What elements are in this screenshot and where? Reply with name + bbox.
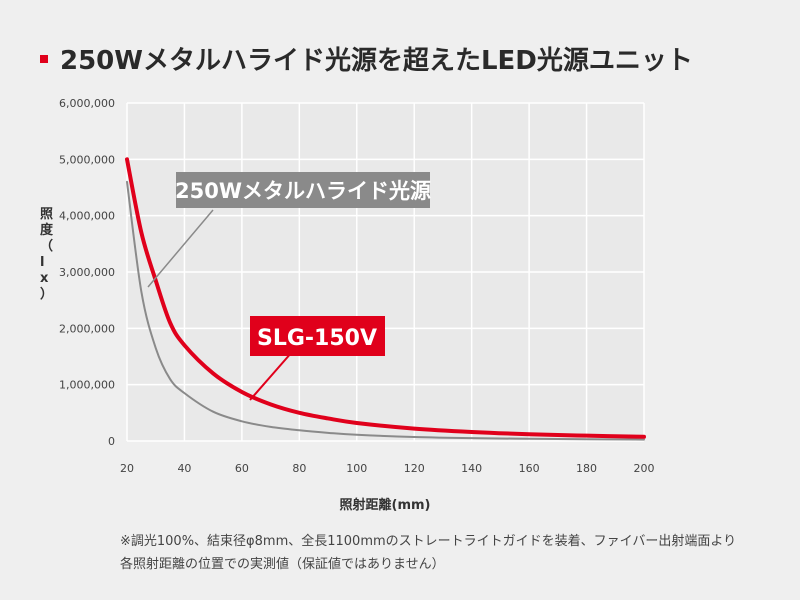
y-tick-labels: 0 1,000,000 2,000,000 3,000,000 4,000,000 5,0… bbox=[59, 97, 115, 448]
x-tick-label: 160 bbox=[519, 462, 540, 475]
y-axis-label-char: ） bbox=[40, 286, 53, 302]
leader-line-metal-halide bbox=[147, 209, 214, 288]
series-line-slg150v bbox=[125, 157, 646, 439]
series-labels: 250Wメタルハライド光源 SLG-150V bbox=[147, 172, 431, 401]
x-axis-label: 照射距離(mm) bbox=[340, 497, 431, 513]
x-tick-label: 180 bbox=[576, 462, 597, 475]
x-tick-label: 60 bbox=[235, 462, 249, 475]
x-tick-label: 80 bbox=[292, 462, 306, 475]
x-tick-label: 200 bbox=[634, 462, 655, 475]
y-tick-label: 1,000,000 bbox=[59, 379, 115, 392]
y-axis-label-char: l bbox=[40, 255, 44, 270]
x-tick-labels: 20 40 60 80 100 120 140 160 180 200 bbox=[120, 462, 655, 475]
leader-line-slg150v bbox=[249, 351, 293, 401]
y-axis-label-char: 度 bbox=[40, 222, 54, 238]
title-bullet bbox=[40, 54, 48, 63]
y-tick-label: 5,000,000 bbox=[59, 153, 115, 166]
series-line-metal-halide bbox=[126, 180, 645, 441]
chart-title: 250Wメタルハライド光源を超えたLED光源ユニット bbox=[40, 40, 693, 77]
y-axis-label-char: x bbox=[40, 271, 49, 286]
y-tick-label: 4,000,000 bbox=[59, 210, 115, 223]
series-lines bbox=[125, 157, 646, 441]
label-box-slg150v bbox=[250, 316, 385, 356]
label-metal-halide: 250Wメタルハライド光源 bbox=[175, 179, 431, 203]
x-tick-label: 40 bbox=[177, 462, 191, 475]
y-axis-label-char: 照 bbox=[40, 207, 53, 222]
footnote-line-2: 各照射距離の位置での実測値（保証値ではありません） bbox=[120, 557, 445, 572]
y-axis-label: 照度（ l x） bbox=[40, 207, 54, 302]
y-tick-label: 6,000,000 bbox=[59, 97, 115, 110]
y-axis-label-char: （ bbox=[40, 238, 53, 254]
y-tick-label: 3,000,000 bbox=[59, 266, 115, 279]
x-tick-label: 120 bbox=[404, 462, 425, 475]
footnote-line-1: ※調光100%、結束径φ8mm、全長1100mmのストレートライトガイドを装着、… bbox=[120, 534, 737, 549]
x-tick-label: 100 bbox=[346, 462, 367, 475]
y-tick-label: 2,000,000 bbox=[59, 322, 115, 335]
x-tick-label: 140 bbox=[461, 462, 482, 475]
label-slg150v: SLG-150V bbox=[257, 326, 377, 351]
label-box-metal-halide bbox=[176, 172, 430, 208]
chart-title-text: 250Wメタルハライド光源を超えたLED光源ユニット bbox=[60, 46, 693, 76]
x-tick-label: 20 bbox=[120, 462, 134, 475]
y-tick-label: 0 bbox=[108, 435, 115, 448]
